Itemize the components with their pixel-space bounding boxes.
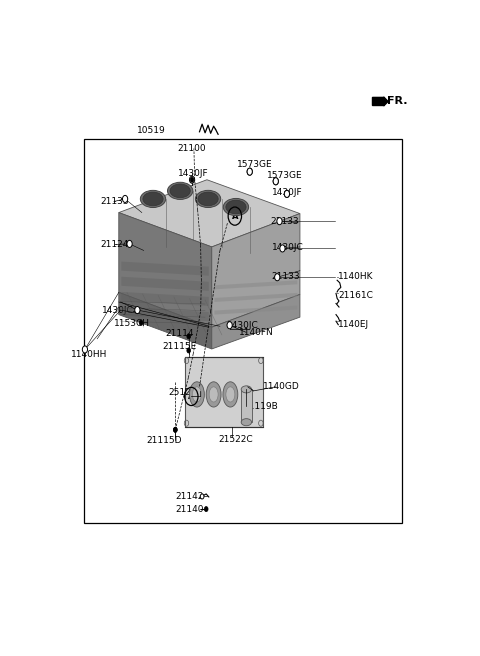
- Text: 1140FN: 1140FN: [239, 328, 273, 337]
- Bar: [241, 390, 252, 422]
- Text: 21115E: 21115E: [162, 342, 196, 352]
- Text: 10519: 10519: [137, 126, 166, 134]
- Text: FR.: FR.: [386, 96, 407, 106]
- Ellipse shape: [223, 382, 238, 407]
- Text: 1140HH: 1140HH: [71, 350, 108, 359]
- Text: 21133: 21133: [271, 272, 300, 281]
- Ellipse shape: [198, 192, 218, 206]
- Circle shape: [204, 506, 208, 512]
- Ellipse shape: [209, 387, 218, 402]
- Ellipse shape: [168, 182, 193, 199]
- Circle shape: [280, 245, 285, 252]
- Polygon shape: [215, 280, 297, 289]
- Circle shape: [122, 195, 128, 203]
- Polygon shape: [121, 307, 209, 321]
- Text: 1430JF: 1430JF: [178, 169, 208, 178]
- Circle shape: [127, 240, 132, 247]
- Circle shape: [227, 321, 232, 329]
- Ellipse shape: [190, 382, 204, 407]
- Text: 21142: 21142: [175, 492, 204, 501]
- Ellipse shape: [170, 184, 190, 197]
- Text: 21124: 21124: [100, 240, 129, 249]
- Polygon shape: [215, 293, 297, 302]
- Text: A: A: [231, 212, 238, 220]
- Circle shape: [273, 178, 278, 185]
- Polygon shape: [212, 214, 300, 327]
- Text: 21133: 21133: [270, 216, 299, 226]
- Polygon shape: [212, 295, 300, 349]
- Circle shape: [190, 176, 195, 183]
- Ellipse shape: [241, 419, 252, 426]
- Circle shape: [273, 178, 278, 185]
- Circle shape: [275, 274, 280, 281]
- Text: 1430JC: 1430JC: [272, 243, 304, 253]
- Text: 1430JC: 1430JC: [227, 321, 258, 330]
- Circle shape: [247, 168, 252, 175]
- Ellipse shape: [195, 190, 221, 207]
- Ellipse shape: [241, 386, 252, 393]
- Circle shape: [173, 427, 177, 432]
- Circle shape: [200, 494, 204, 499]
- Circle shape: [173, 427, 177, 432]
- Polygon shape: [121, 277, 209, 291]
- Polygon shape: [121, 292, 209, 306]
- Text: 1140EJ: 1140EJ: [338, 320, 370, 329]
- Text: A: A: [188, 392, 194, 401]
- Ellipse shape: [206, 382, 221, 407]
- Text: 21100: 21100: [178, 144, 206, 153]
- Circle shape: [187, 334, 191, 339]
- Circle shape: [277, 218, 282, 225]
- Polygon shape: [119, 180, 300, 247]
- Text: 21133: 21133: [100, 197, 129, 206]
- Ellipse shape: [192, 387, 202, 402]
- Circle shape: [190, 177, 194, 182]
- Text: 1430JC: 1430JC: [102, 306, 134, 315]
- Circle shape: [284, 190, 289, 197]
- Ellipse shape: [226, 200, 246, 214]
- Text: 21161C: 21161C: [338, 291, 373, 300]
- Text: 1140HK: 1140HK: [338, 272, 374, 281]
- Polygon shape: [121, 262, 209, 276]
- Ellipse shape: [140, 190, 166, 207]
- Polygon shape: [185, 357, 263, 427]
- Polygon shape: [119, 213, 212, 327]
- Text: 25124D: 25124D: [168, 388, 204, 398]
- Circle shape: [247, 168, 252, 175]
- Polygon shape: [119, 293, 212, 349]
- Text: 21140: 21140: [175, 504, 204, 514]
- Circle shape: [139, 320, 143, 325]
- FancyArrow shape: [372, 97, 388, 106]
- Text: 21522C: 21522C: [219, 436, 253, 444]
- Circle shape: [83, 346, 87, 353]
- Text: 1153CH: 1153CH: [114, 319, 150, 328]
- Text: 1573GE: 1573GE: [267, 171, 303, 180]
- Text: 1430JF: 1430JF: [272, 188, 303, 197]
- Bar: [84, 139, 402, 523]
- Ellipse shape: [143, 192, 163, 206]
- Circle shape: [135, 306, 140, 314]
- Circle shape: [284, 190, 289, 197]
- Ellipse shape: [223, 198, 249, 216]
- Text: 1573GE: 1573GE: [238, 160, 273, 169]
- Text: 21114: 21114: [165, 329, 194, 338]
- Circle shape: [187, 348, 191, 353]
- Text: 1140GD: 1140GD: [263, 382, 300, 392]
- Ellipse shape: [226, 387, 235, 402]
- Text: 21119B: 21119B: [243, 401, 278, 411]
- Text: 21115D: 21115D: [146, 436, 182, 445]
- Polygon shape: [215, 306, 297, 315]
